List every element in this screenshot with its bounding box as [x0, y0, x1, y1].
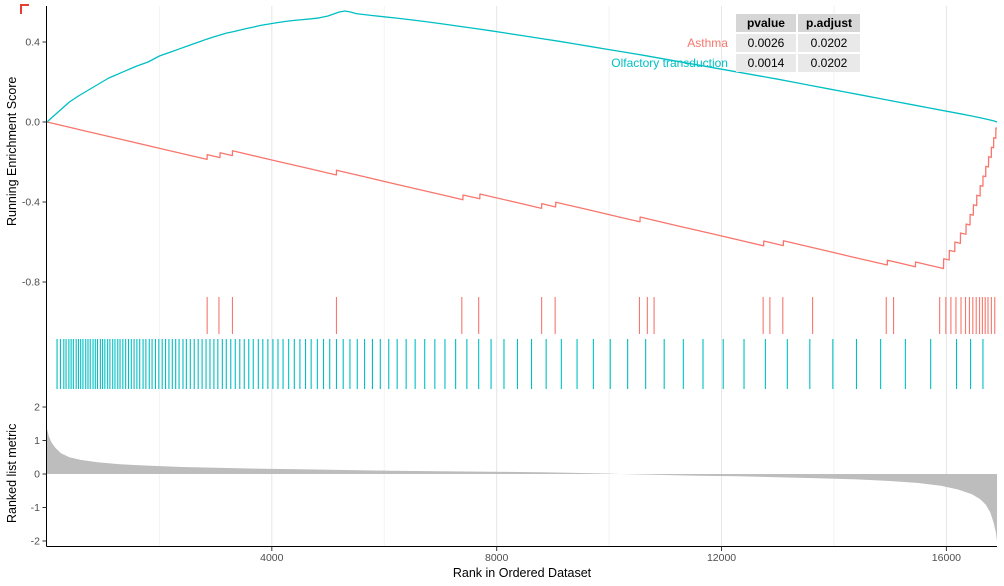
x-axis-label: Rank in Ordered Dataset	[452, 566, 592, 580]
svg-text:0.4: 0.4	[25, 37, 40, 49]
legend-row-name: Asthma	[687, 36, 728, 50]
padjust-header: p.adjust	[797, 14, 860, 32]
svg-text:0.0: 0.0	[25, 117, 40, 129]
svg-text:16000: 16000	[932, 552, 961, 564]
gridlines	[158, 6, 947, 546]
svg-text:-1: -1	[31, 502, 40, 514]
svg-text:12000: 12000	[707, 552, 736, 564]
axes: 0.4 0.0 -0.4 -0.8 2 1 0 -1 -2 4000 8000 12000 16000	[22, 6, 997, 564]
es-curve-asthma	[46, 121, 998, 270]
pvalue-header: pvalue	[735, 14, 796, 32]
pvalue-cell: 0.0026	[735, 34, 796, 52]
padjust-cell: 0.0202	[797, 34, 860, 52]
stray-red-mark	[20, 4, 29, 14]
svg-text:2: 2	[34, 402, 40, 414]
pvalue-table-header-row: pvalue p.adjust	[605, 14, 860, 32]
pvalue-table: pvalue p.adjust Asthma 0.0026 0.0202 Olf…	[603, 12, 862, 74]
y-axis-label-ranked-metric: Ranked list metric	[5, 423, 19, 523]
svg-text:0: 0	[34, 469, 40, 481]
svg-text:-0.8: -0.8	[22, 277, 40, 289]
table-row: Asthma 0.0026 0.0202	[605, 34, 860, 52]
pvalue-table-blank-cell	[605, 14, 734, 32]
svg-text:1: 1	[34, 435, 40, 447]
gene-ticks-olfactory	[56, 339, 984, 389]
es-curve-olfactory-transduction	[46, 10, 998, 123]
pvalue-cell: 0.0014	[735, 54, 796, 72]
table-row: Olfactory transduction 0.0014 0.0202	[605, 54, 860, 72]
svg-text:-2: -2	[31, 535, 40, 547]
svg-text:-0.4: -0.4	[22, 197, 40, 209]
svg-text:4000: 4000	[260, 552, 284, 564]
legend-row-name: Olfactory transduction	[611, 56, 728, 70]
gene-ticks-asthma	[206, 297, 996, 334]
padjust-cell: 0.0202	[797, 54, 860, 72]
svg-text:8000: 8000	[485, 552, 509, 564]
y-axis-label-running-score: Running Enrichment Score	[5, 76, 19, 226]
ranked-metric-area	[47, 428, 997, 541]
